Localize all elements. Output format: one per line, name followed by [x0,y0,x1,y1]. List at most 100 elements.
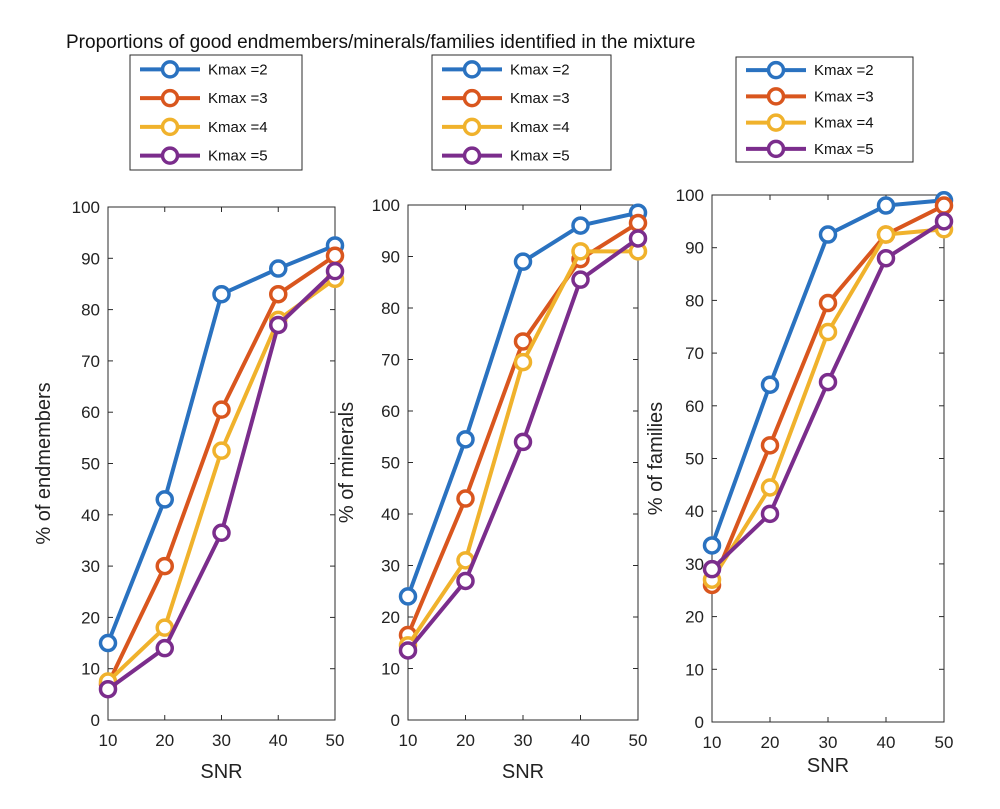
series-5 [702,212,954,579]
legend-marker [160,88,180,108]
y-tick-label: 30 [381,557,400,576]
legend-box [129,54,303,171]
data-point [155,490,174,509]
y-tick-label: 80 [381,299,400,318]
x-tick-label: 20 [155,731,174,750]
data-point [98,633,118,653]
x-tick-label: 50 [629,731,648,750]
data-point [513,332,533,351]
legend-marker [462,146,482,165]
series-5 [398,229,648,660]
legend-marker [160,117,180,137]
legend: Kmax =2 Kmax =3 Kmax =4 Kmax =5 [129,54,303,171]
legend-marker [160,60,180,79]
data-point [269,284,288,304]
y-tick-label: 40 [81,506,100,525]
legend-label: Kmax =3 [510,90,570,107]
y-tick-label: 100 [72,198,100,217]
x-tick-label: 10 [99,731,118,750]
data-point [269,315,288,335]
plot-area-frame [407,204,639,721]
data-point [876,225,896,244]
legend-entry: Kmax =2 [140,60,268,79]
data-point [269,259,288,278]
legend-label: Kmax =5 [510,148,570,165]
data-point [760,436,780,455]
legend-label: Kmax =4 [510,119,570,136]
y-tick-label: 10 [381,660,400,679]
legend-label: Kmax =3 [814,88,874,105]
legend-marker [766,113,786,132]
y-tick-label: 90 [685,239,704,258]
x-tick-label: 10 [399,731,418,750]
x-axis-label: SNR [200,761,242,783]
legend-entry: Kmax =5 [140,146,268,165]
y-tick-label: 30 [685,555,704,574]
data-point [456,430,475,449]
y-tick-label: 10 [81,660,100,679]
legend-box [735,56,914,163]
series-line [710,219,946,571]
x-tick-label: 30 [514,731,533,750]
data-point [818,322,838,342]
data-point [818,372,838,392]
series-2 [398,203,648,606]
legend-label: Kmax =5 [208,148,268,165]
x-tick-label: 20 [456,731,475,750]
data-point [155,618,174,637]
series-5 [98,261,345,699]
data-point [934,212,954,231]
y-tick-label: 60 [381,402,400,421]
data-point [571,270,590,289]
series-2 [702,191,954,555]
x-tick-label: 30 [212,731,231,750]
legend-label: Kmax =2 [814,62,874,79]
x-tick-label: 20 [761,733,780,752]
legend-entry: Kmax =4 [140,117,268,137]
data-point [702,536,722,555]
series-line [710,227,945,581]
series-3 [398,213,648,645]
data-point [760,375,780,394]
y-tick-label: 20 [685,608,704,627]
series-line [406,221,640,636]
data-point [760,504,780,524]
x-tick-label: 40 [877,733,896,752]
y-tick-label: 0 [695,713,704,732]
y-tick-label: 10 [685,660,704,679]
data-point [934,196,954,215]
series-2 [98,236,345,653]
x-tick-label: 40 [571,731,590,750]
legend-marker [766,87,786,106]
y-axis-label: % of families [645,402,667,515]
y-tick-label: 90 [381,248,400,267]
data-point [818,293,838,313]
legend-label: Kmax =4 [814,115,874,132]
legend: Kmax =2 Kmax =3 Kmax =4 Kmax =5 [431,54,612,171]
series-4 [702,220,954,589]
legend-label: Kmax =5 [814,141,874,158]
legend-entry: Kmax =3 [140,88,268,108]
data-point [571,242,590,261]
legend: Kmax =2 Kmax =3 Kmax =4 Kmax =5 [735,56,914,163]
data-point [571,216,590,235]
legend-marker [462,60,482,79]
data-point [513,252,533,271]
legend-marker [160,146,180,165]
y-tick-label: 60 [81,403,100,422]
data-point [398,641,418,660]
y-tick-label: 50 [381,454,400,473]
data-point [456,571,475,591]
legend-entry: Kmax =5 [442,146,570,165]
y-tick-label: 20 [81,608,100,627]
series-3 [98,246,345,694]
legend-box [431,54,612,171]
legend-entry: Kmax =5 [746,139,874,159]
legend-entry: Kmax =2 [442,60,570,79]
legend-entry: Kmax =3 [746,87,874,106]
y-tick-label: 30 [81,557,100,576]
